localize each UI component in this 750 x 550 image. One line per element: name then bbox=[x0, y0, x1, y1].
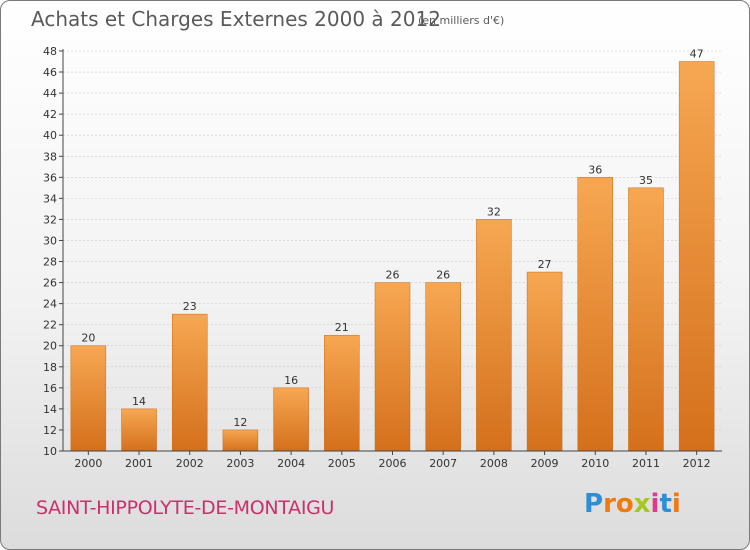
bar-2009 bbox=[526, 271, 563, 452]
y-tick-label: 14 bbox=[43, 403, 57, 416]
y-tick-label: 40 bbox=[43, 129, 57, 142]
bar-2005 bbox=[324, 334, 360, 452]
data-label-2006: 26 bbox=[386, 269, 400, 282]
y-tick-label: 20 bbox=[43, 340, 57, 353]
commune-name: SAINT-HIPPOLYTE-DE-MONTAIGU bbox=[36, 497, 335, 519]
data-label-2000: 20 bbox=[81, 332, 95, 345]
data-label-2005: 21 bbox=[335, 321, 349, 334]
chart-title: Achats et Charges Externes 2000 à 2012 bbox=[31, 7, 441, 31]
chart-unit: (en milliers d'€) bbox=[418, 14, 505, 27]
bar-2003 bbox=[222, 429, 259, 452]
y-tick-label: 30 bbox=[43, 234, 57, 247]
x-tick-label: 2002 bbox=[176, 457, 204, 470]
y-tick-label: 16 bbox=[43, 382, 57, 395]
data-label-2001: 14 bbox=[132, 395, 146, 408]
x-tick-label: 2010 bbox=[581, 457, 609, 470]
bar-2000 bbox=[70, 345, 107, 452]
data-label-2012: 47 bbox=[690, 48, 704, 61]
data-label-2003: 12 bbox=[233, 416, 247, 429]
y-tick-label: 48 bbox=[43, 45, 57, 58]
logo-letter: t bbox=[659, 489, 672, 519]
logo-letter: r bbox=[603, 489, 616, 519]
x-tick-label: 2007 bbox=[429, 457, 457, 470]
bar-2010 bbox=[577, 177, 614, 452]
y-tick-label: 42 bbox=[43, 108, 57, 121]
x-tick-label: 2005 bbox=[328, 457, 356, 470]
y-tick-label: 12 bbox=[43, 424, 57, 437]
proxiti-logo: Proxiti bbox=[584, 489, 681, 519]
bar-2008 bbox=[476, 219, 512, 452]
data-label-2010: 36 bbox=[588, 163, 602, 176]
x-tick-label: 2012 bbox=[683, 457, 711, 470]
data-label-2002: 23 bbox=[183, 300, 197, 313]
bar-2001 bbox=[121, 408, 157, 452]
data-label-2004: 16 bbox=[284, 374, 298, 387]
y-tick-label: 38 bbox=[43, 150, 57, 163]
axes bbox=[59, 49, 722, 455]
y-tick-label: 34 bbox=[43, 192, 57, 205]
bar-2002 bbox=[171, 313, 208, 452]
labels: 10 12 14 16 18 20 22 24 26 28 30 32 34 36 38 40 42 44 46 48… bbox=[43, 45, 711, 470]
x-tick-label: 2008 bbox=[480, 457, 508, 470]
x-tick-label: 2004 bbox=[277, 457, 305, 470]
y-tick-label: 18 bbox=[43, 361, 57, 374]
x-tick-label: 2003 bbox=[226, 457, 254, 470]
logo-letter: i bbox=[650, 489, 660, 519]
data-label-2007: 26 bbox=[436, 269, 450, 282]
y-tick-label: 46 bbox=[43, 66, 57, 79]
y-tick-label: 32 bbox=[43, 213, 57, 226]
logo-letter: i bbox=[671, 489, 681, 519]
bar-2011 bbox=[628, 187, 664, 452]
x-tick-label: 2009 bbox=[531, 457, 559, 470]
bars bbox=[70, 61, 715, 452]
y-tick-label: 24 bbox=[43, 298, 57, 311]
data-label-2011: 35 bbox=[639, 174, 653, 187]
x-tick-label: 2011 bbox=[632, 457, 660, 470]
bar-2006 bbox=[374, 282, 411, 452]
bar-2004 bbox=[273, 387, 309, 452]
data-label-2008: 32 bbox=[487, 205, 501, 218]
logo-letter: P bbox=[584, 489, 604, 519]
x-tick-label: 2006 bbox=[379, 457, 407, 470]
y-tick-label: 36 bbox=[43, 171, 57, 184]
y-tick-label: 44 bbox=[43, 87, 57, 100]
y-tick-label: 22 bbox=[43, 319, 57, 332]
logo-letter: o bbox=[615, 489, 634, 519]
y-tick-label: 10 bbox=[43, 445, 57, 458]
bar-2007 bbox=[425, 282, 461, 452]
data-label-2009: 27 bbox=[538, 258, 552, 271]
x-tick-label: 2000 bbox=[74, 457, 102, 470]
logo-letter: x bbox=[633, 489, 651, 519]
bar-2012 bbox=[678, 61, 715, 452]
y-tick-label: 28 bbox=[43, 256, 57, 269]
y-tick-label: 26 bbox=[43, 277, 57, 290]
x-tick-label: 2001 bbox=[125, 457, 153, 470]
